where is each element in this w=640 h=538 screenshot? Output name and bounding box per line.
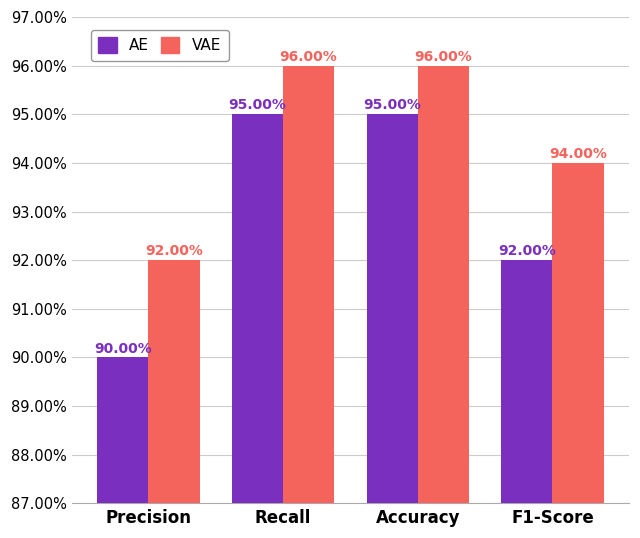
Text: 95.00%: 95.00% <box>363 98 421 112</box>
Bar <box>283 66 334 538</box>
Text: 92.00%: 92.00% <box>145 244 203 258</box>
Bar <box>501 260 552 538</box>
Text: 92.00%: 92.00% <box>498 244 556 258</box>
Bar <box>418 66 469 538</box>
Text: 96.00%: 96.00% <box>280 50 337 64</box>
Bar <box>97 357 148 538</box>
Bar <box>232 115 283 538</box>
Text: 94.00%: 94.00% <box>549 147 607 161</box>
Bar <box>552 163 604 538</box>
Text: 95.00%: 95.00% <box>228 98 286 112</box>
Text: 90.00%: 90.00% <box>94 342 152 356</box>
Bar <box>148 260 200 538</box>
Bar <box>367 115 418 538</box>
Legend: AE, VAE: AE, VAE <box>91 30 228 61</box>
Text: 96.00%: 96.00% <box>415 50 472 64</box>
